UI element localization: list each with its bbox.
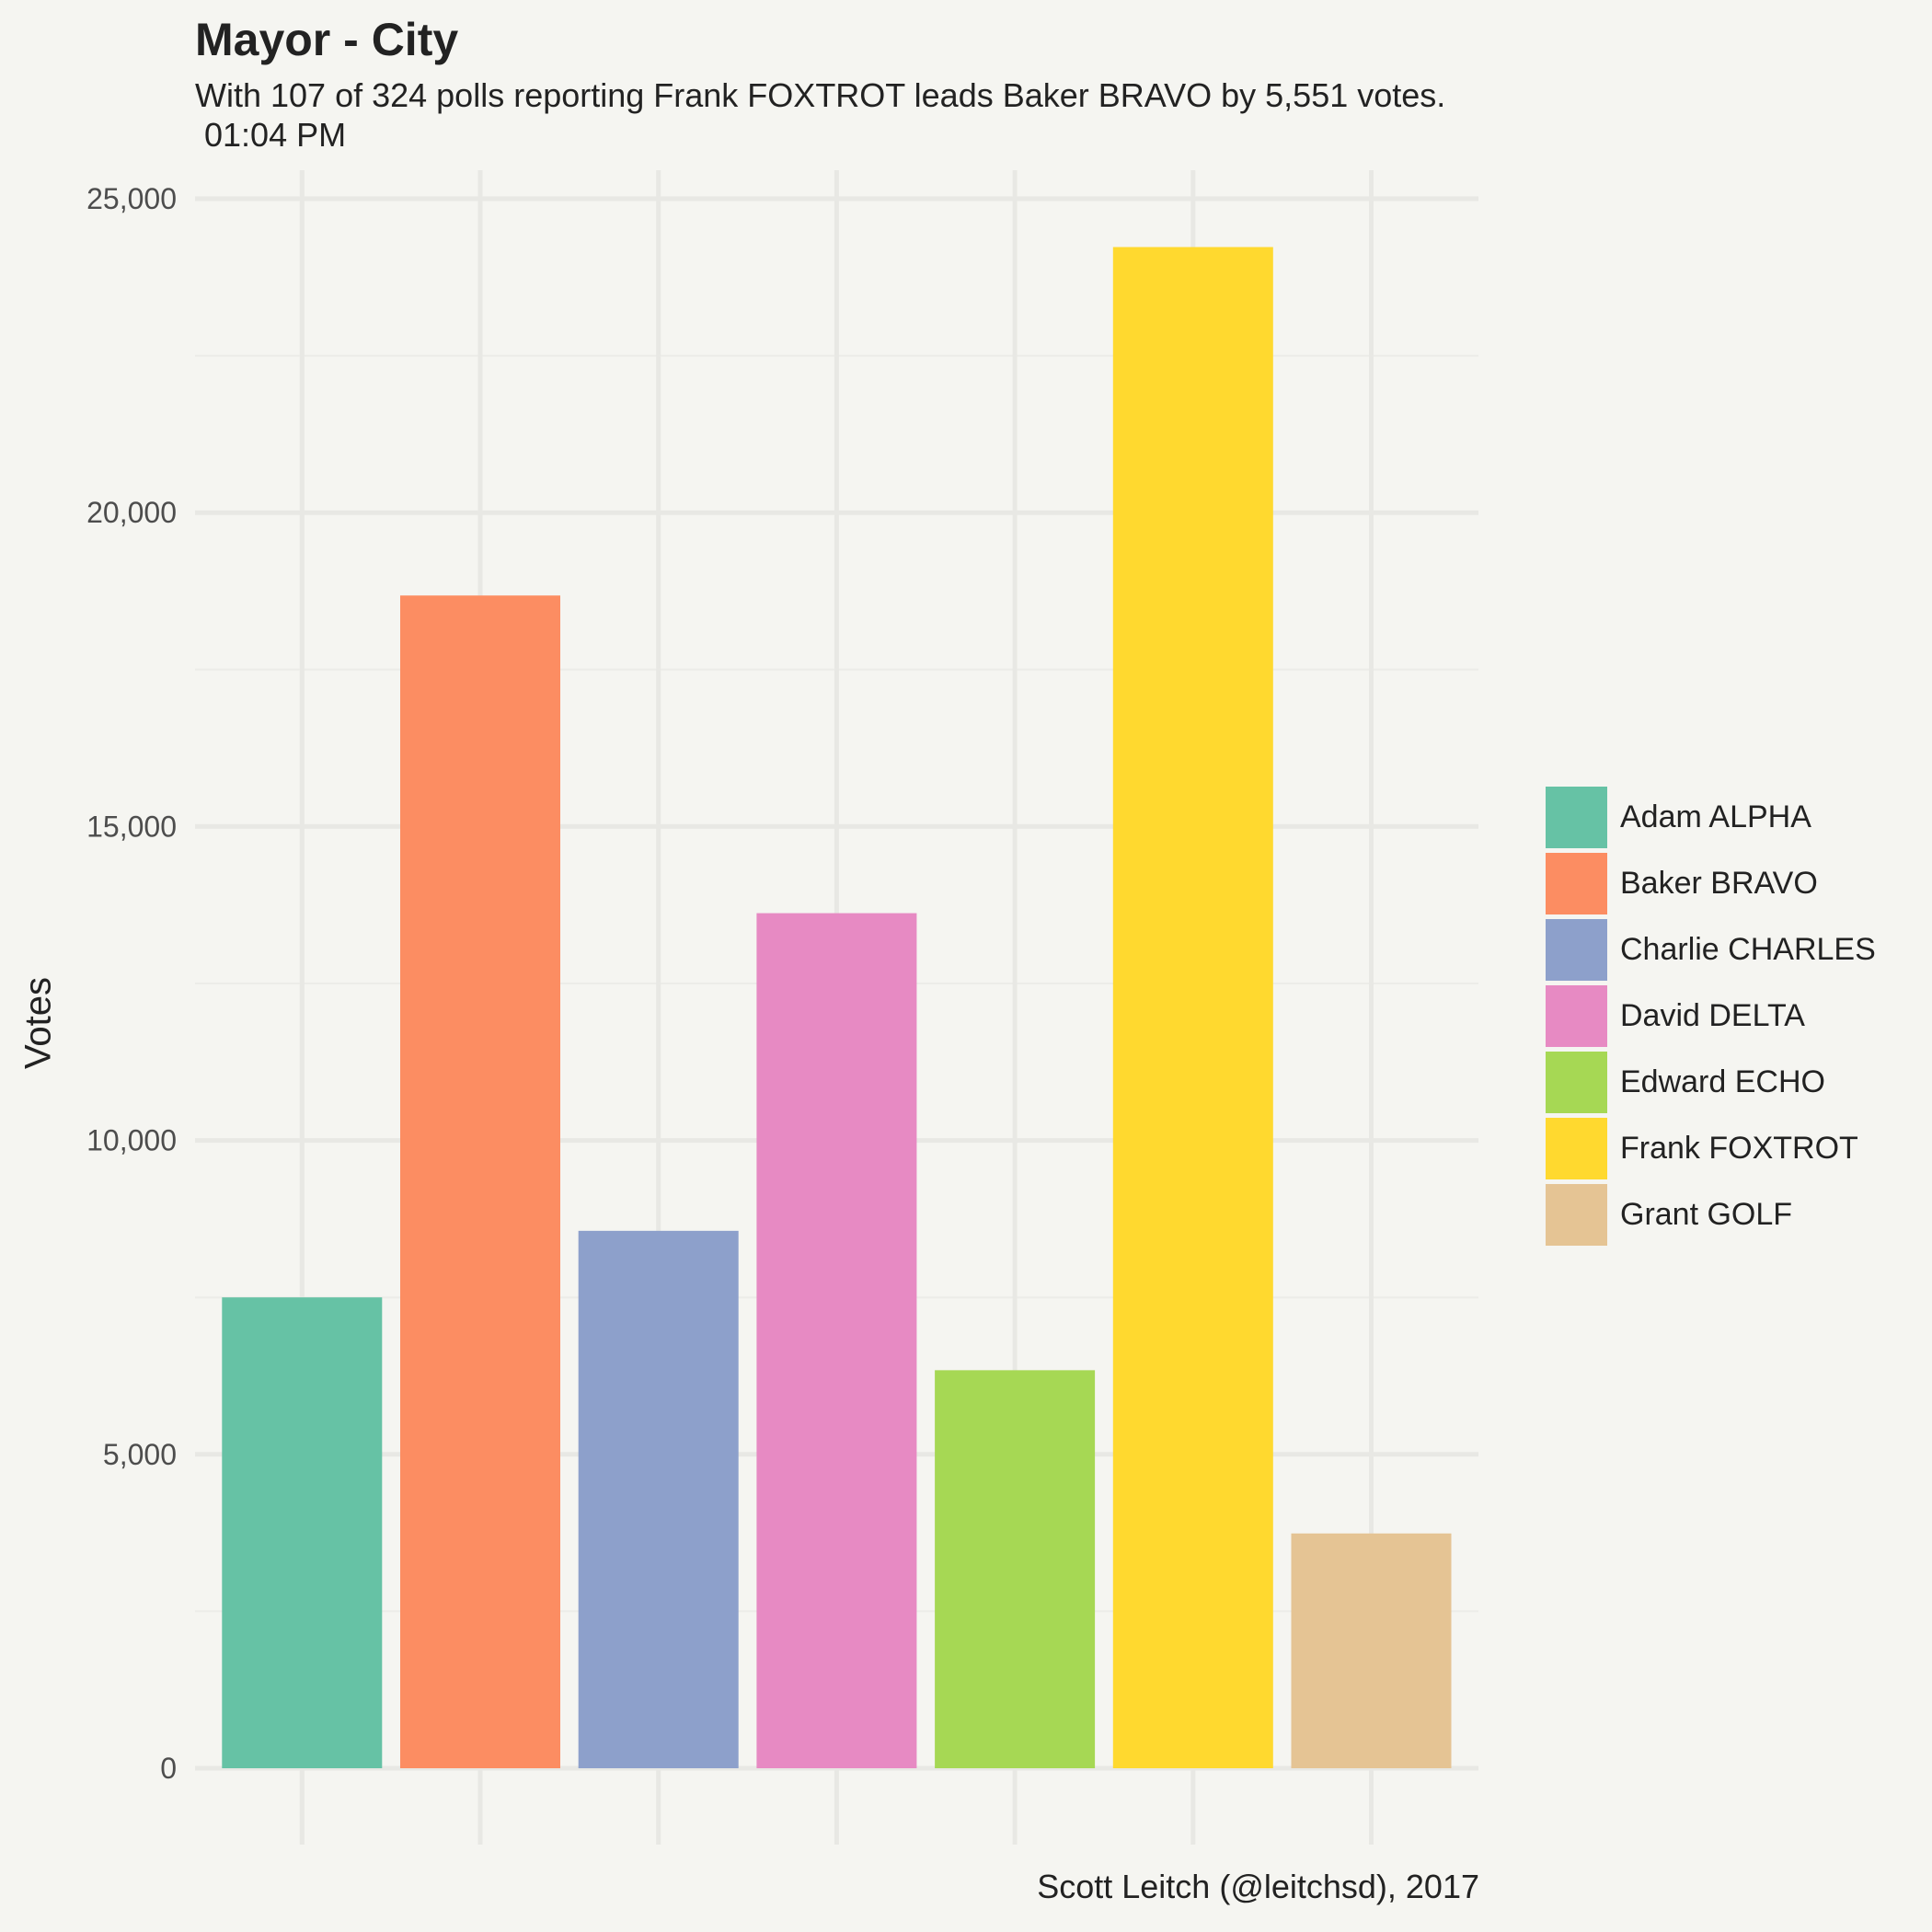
legend-label: Adam ALPHA (1620, 799, 1811, 834)
bars (222, 247, 1452, 1768)
bar (222, 1297, 383, 1768)
legend-key (1546, 852, 1607, 914)
legend-item: Charlie CHARLES (1546, 916, 1876, 983)
legend-key (1546, 1051, 1607, 1113)
chart-title: Mayor - City (195, 14, 459, 65)
legend-label: Baker BRAVO (1620, 865, 1818, 901)
legend-label: Charlie CHARLES (1620, 931, 1876, 967)
bar (756, 913, 917, 1768)
legend-key (1546, 918, 1607, 981)
bar (935, 1370, 1096, 1768)
y-tick-labels: 0 5,000 10,000 15,000 20,000 25,000 (86, 182, 177, 1785)
legend-label: David DELTA (1620, 997, 1805, 1033)
legend-label: Frank FOXTROT (1620, 1130, 1858, 1166)
legend-label: Edward ECHO (1620, 1064, 1825, 1099)
chart-caption: Scott Leitch (@leitchsd), 2017 (1037, 1868, 1479, 1905)
legend-key (1546, 1183, 1607, 1246)
y-tick-label: 10,000 (86, 1124, 177, 1157)
bar (1112, 247, 1273, 1768)
bar (578, 1230, 739, 1768)
legend-key (1546, 1117, 1607, 1179)
bar (1291, 1533, 1452, 1768)
legend-item: Baker BRAVO (1546, 850, 1876, 916)
bar (400, 595, 560, 1768)
legend-item: Grant GOLF (1546, 1181, 1876, 1248)
legend-key (1546, 786, 1607, 848)
legend: Adam ALPHA Baker BRAVO Charlie CHARLES Davi… (1546, 784, 1876, 1248)
legend-item: David DELTA (1546, 983, 1876, 1049)
y-tick-label: 5,000 (103, 1438, 177, 1471)
legend-key (1546, 984, 1607, 1047)
y-tick-label: 15,000 (86, 810, 177, 843)
legend-item: Edward ECHO (1546, 1049, 1876, 1115)
legend-label: Grant GOLF (1620, 1196, 1793, 1232)
legend-item: Frank FOXTROT (1546, 1115, 1876, 1181)
legend-item: Adam ALPHA (1546, 784, 1876, 850)
chart-subtitle: With 107 of 324 polls reporting Frank FO… (195, 76, 1446, 154)
y-tick-label: 0 (160, 1752, 177, 1785)
y-tick-label: 25,000 (86, 182, 177, 215)
y-tick-label: 20,000 (86, 496, 177, 529)
